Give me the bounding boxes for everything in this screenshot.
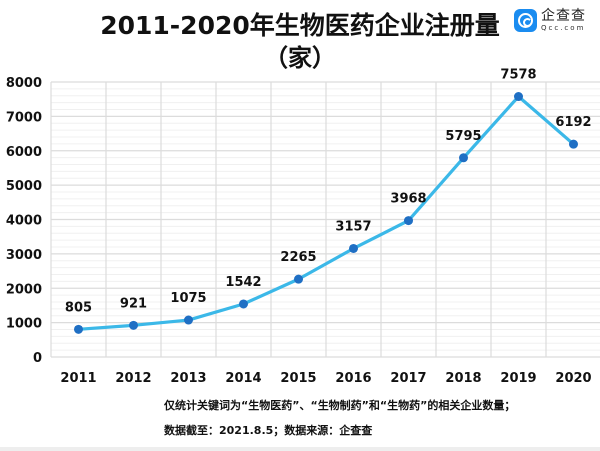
chart-title-unit: （家） bbox=[264, 44, 336, 72]
data-label: 1075 bbox=[170, 291, 206, 306]
x-tick-label: 2014 bbox=[225, 371, 261, 386]
data-label: 6192 bbox=[555, 115, 591, 130]
y-tick-label: 1000 bbox=[6, 317, 42, 332]
data-point-marker bbox=[404, 216, 413, 226]
chart-gridlines bbox=[50, 81, 600, 358]
data-point-marker bbox=[349, 243, 358, 253]
data-point-marker bbox=[74, 324, 83, 334]
x-tick-label: 2011 bbox=[60, 371, 96, 386]
chart-title: 2011-2020年生物医药企业注册量 bbox=[100, 11, 500, 40]
x-tick-label: 2019 bbox=[500, 371, 536, 386]
x-tick-label: 2012 bbox=[115, 371, 151, 386]
y-tick-label: 8000 bbox=[6, 76, 42, 91]
data-point-marker bbox=[129, 320, 138, 330]
series-line bbox=[78, 94, 575, 331]
y-tick-label: 7000 bbox=[6, 110, 42, 125]
data-label: 2265 bbox=[280, 250, 316, 265]
data-point-marker bbox=[239, 299, 248, 309]
footer-strip bbox=[0, 447, 600, 451]
x-axis: 2011 2012 2013 2014 2015 2016 2017 2018 2019 2020 bbox=[60, 371, 591, 386]
y-tick-label: 4000 bbox=[6, 214, 42, 229]
data-label: 805 bbox=[65, 300, 92, 315]
x-tick-label: 2020 bbox=[555, 371, 591, 386]
qcc-logo: 企查查 Qcc.com bbox=[514, 9, 586, 32]
data-point-marker bbox=[514, 92, 523, 102]
data-label: 921 bbox=[120, 296, 147, 311]
data-labels: 805 921 1075 1542 2265 3157 3968 5795 7578 6192 bbox=[65, 68, 592, 316]
x-tick-label: 2017 bbox=[390, 371, 426, 386]
data-point-marker bbox=[294, 274, 303, 284]
logo-name: 企查查 bbox=[541, 8, 586, 24]
y-tick-label: 6000 bbox=[6, 145, 42, 160]
data-label: 3968 bbox=[390, 192, 426, 207]
data-point-marker bbox=[569, 139, 578, 149]
y-tick-label: 5000 bbox=[6, 179, 42, 194]
x-tick-label: 2018 bbox=[445, 371, 481, 386]
chart-series bbox=[74, 92, 578, 334]
chart-source: 数据截至：2021.8.5；数据来源：企查查 bbox=[164, 424, 373, 437]
x-tick-label: 2013 bbox=[170, 371, 206, 386]
y-tick-label: 3000 bbox=[6, 248, 42, 263]
chart-note: 仅统计关键词为“生物医药”、“生物制药”和“生物药”的相关企业数量； bbox=[164, 399, 516, 412]
data-point-marker bbox=[184, 315, 193, 325]
data-point-marker bbox=[459, 153, 468, 163]
x-tick-label: 2015 bbox=[280, 371, 316, 386]
x-tick-label: 2016 bbox=[335, 371, 371, 386]
data-label: 1542 bbox=[225, 275, 261, 290]
logo-domain: Qcc.com bbox=[541, 24, 586, 32]
data-label: 5795 bbox=[445, 129, 481, 144]
data-label: 3157 bbox=[335, 219, 371, 234]
qcc-logo-icon bbox=[514, 9, 537, 32]
y-tick-label: 2000 bbox=[6, 282, 42, 297]
data-label: 7578 bbox=[500, 68, 536, 83]
y-tick-label: 0 bbox=[33, 351, 42, 366]
y-axis: 0 1000 2000 3000 4000 5000 6000 7000 8000 bbox=[6, 76, 42, 366]
